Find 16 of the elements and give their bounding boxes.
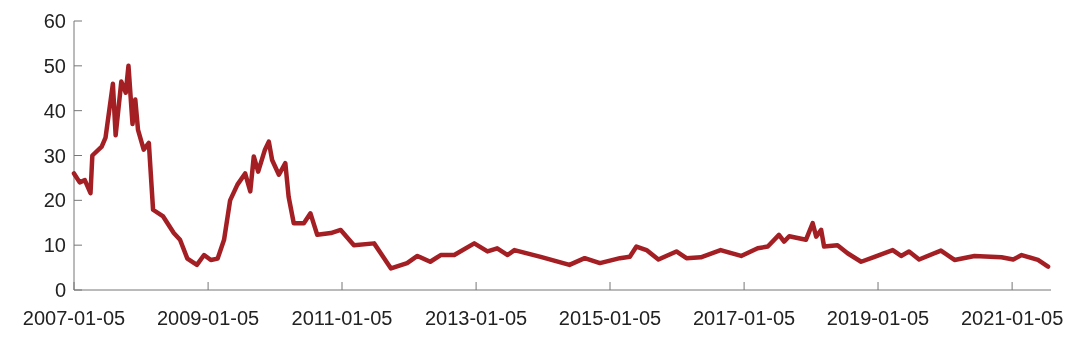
x-tick-label: 2013-01-05 (424, 307, 528, 329)
x-tick-label: 2015-01-05 (558, 307, 662, 329)
x-tick-label: 2011-01-05 (291, 307, 393, 329)
x-tick-label: 2009-01-05 (156, 307, 260, 329)
y-tick-label: 50 (43, 54, 66, 77)
x-tick-label: 2019-01-05 (826, 307, 930, 329)
y-tick-label: 0 (54, 279, 66, 301)
y-tick-label: 60 (43, 10, 66, 32)
y-tick-label: 20 (43, 189, 66, 212)
x-tick-label: 2017-01-05 (692, 307, 796, 329)
x-tick-label: 2021-01-05 (960, 307, 1064, 329)
y-tick-label: 30 (43, 144, 66, 167)
y-tick-label: 10 (43, 234, 66, 257)
x-tick-label: 2007-01-05 (22, 307, 126, 329)
line-series (71, 63, 1051, 271)
y-tick-label: 40 (43, 99, 66, 122)
